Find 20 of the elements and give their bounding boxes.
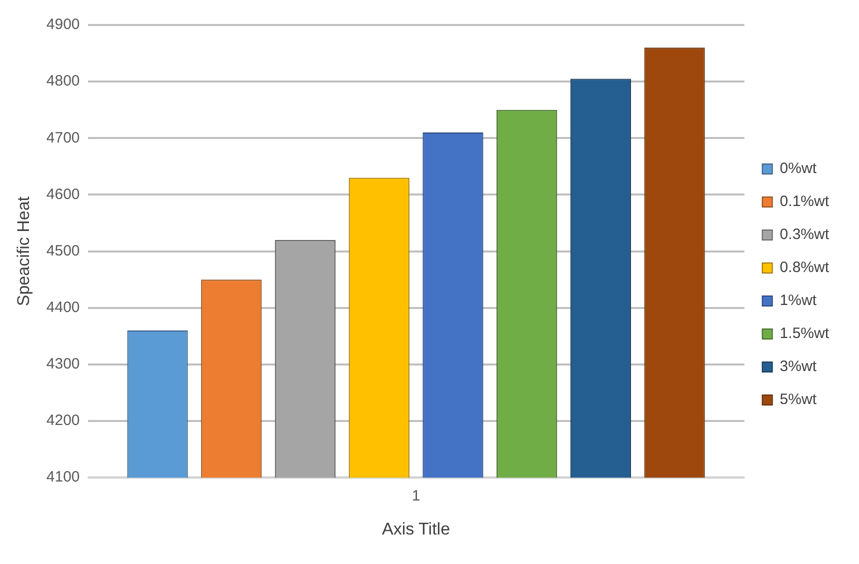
x-tick-label: 1 <box>412 488 420 505</box>
y-tick-label: 4200 <box>46 412 80 430</box>
legend-label: 1.5%wt <box>780 325 830 342</box>
legend-label: 0%wt <box>780 160 818 178</box>
legend-label: 0.3%wt <box>780 226 830 244</box>
legend-label: 0.8%wt <box>780 259 830 276</box>
y-tick-label: 4700 <box>46 129 80 146</box>
y-axis-title: Speacific Heat <box>14 196 33 306</box>
y-tick-label: 4800 <box>46 72 80 90</box>
y-tick-label: 4600 <box>46 186 80 203</box>
legend-label: 0.1%wt <box>780 193 830 210</box>
y-tick-label: 4100 <box>46 468 80 486</box>
legend-label: 3%wt <box>780 358 818 376</box>
x-axis-title: Axis Title <box>382 519 450 538</box>
y-tick-label: 4400 <box>46 299 80 316</box>
legend-label: 1%wt <box>780 292 818 310</box>
legend-label: 5%wt <box>780 391 818 408</box>
y-tick-label: 4900 <box>46 16 80 34</box>
y-tick-label: 4300 <box>46 356 80 373</box>
y-tick-label: 4500 <box>46 242 80 260</box>
